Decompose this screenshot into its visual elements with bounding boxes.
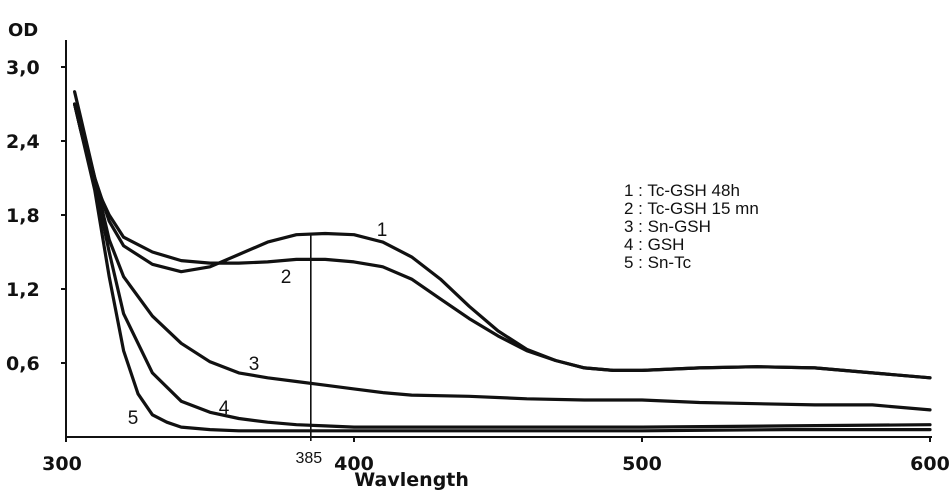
annotation-label-385: 385 [295,450,322,467]
x-tick-label: 600 [910,453,950,475]
y-tick-label: 1,2 [6,279,40,301]
y-axis-label: OD [8,20,38,41]
legend-item-4: 4 : GSH [624,235,684,254]
series-2-line [73,102,932,380]
y-tick-label: 3,0 [6,57,40,79]
legend-item-3: 3 : Sn-GSH [624,217,711,236]
labels-layer: 1 2 3 4 5 [128,220,388,429]
x-tick-label: 500 [622,453,662,475]
y-tick-label: 0,6 [6,353,40,375]
series-1-line [73,90,932,380]
series-layer [73,90,932,433]
curve-label-2: 2 [281,267,292,288]
legend-item-1: 1 : Tc-GSH 48h [624,181,740,200]
legend-item-5: 5 : Sn-Tc [624,253,692,272]
series-5-line [73,102,932,433]
y-tick-label: 1,8 [6,205,40,227]
y-tick-label: 2,4 [6,131,40,153]
series-3-line [73,102,932,412]
legend-item-2: 2 : Tc-GSH 15 mn [624,199,759,218]
axes: OD 0,6 1,2 1,8 2,4 3,0 300 400 500 600 Wavlength 38… [6,20,950,491]
x-tick-label: 300 [42,453,82,475]
curve-label-5: 5 [128,408,139,429]
x-tick-label: 400 [334,453,374,475]
curve-label-1: 1 [377,220,388,241]
series-4-line [73,102,932,429]
x-axis-label: Wavlength [354,469,469,491]
curve-label-4: 4 [219,398,230,419]
curve-label-3: 3 [249,354,260,375]
